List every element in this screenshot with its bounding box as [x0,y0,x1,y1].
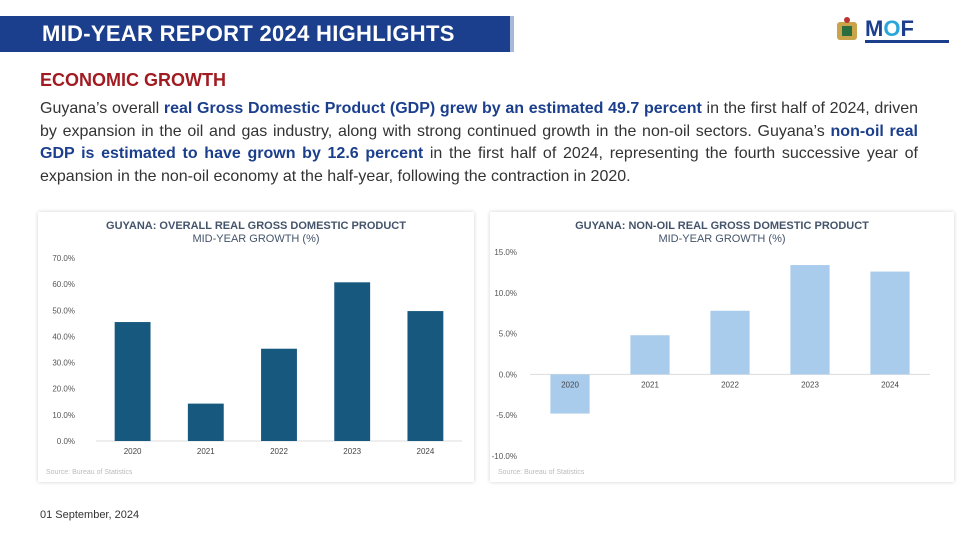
y-tick-label: -5.0% [496,411,517,420]
logo-text: MOF [865,16,914,41]
x-tick-label: 2023 [801,380,819,389]
y-tick-label: 10.0% [494,289,517,298]
y-tick-label: 5.0% [499,330,517,339]
nonoil-gdp-chart: GUYANA: NON-OIL REAL GROSS DOMESTIC PROD… [490,212,954,482]
y-tick-label: 0.0% [499,370,517,379]
x-tick-label: 2020 [561,380,579,389]
report-date: 01 September, 2024 [40,509,140,521]
bar-2020 [114,322,151,441]
chart-source: Source: Bureau of Statistics [46,469,133,476]
y-tick-label: -10.0% [492,452,517,461]
bar-2023 [334,282,371,441]
section-title: ECONOMIC GROWTH [40,70,226,90]
chart-source: Source: Bureau of Statistics [498,469,585,476]
y-tick-label: 40.0% [52,332,75,341]
bar-2023 [790,265,830,375]
y-tick-label: 50.0% [52,306,75,315]
text: in the first half of 2024, driven by exp… [40,100,918,140]
bar-2022 [710,310,750,375]
y-tick-label: 30.0% [52,359,75,368]
x-tick-label: 2022 [270,447,288,456]
header-banner: MID-YEAR REPORT 2024 HIGHLIGHTS [0,16,514,52]
overall-gdp-chart: GUYANA: OVERALL REAL GROSS DOMESTIC PROD… [38,212,474,482]
chart-svg: GUYANA: NON-OIL REAL GROSS DOMESTIC PROD… [492,220,930,476]
chart-subtitle: MID-YEAR GROWTH (%) [192,233,319,245]
report-title: MID-YEAR REPORT 2024 HIGHLIGHTS [42,21,455,46]
y-tick-label: 15.0% [494,248,517,257]
coat-of-arms-icon [837,17,857,40]
highlight-overall-gdp: real Gross Domestic Product (GDP) grew b… [163,100,702,117]
x-tick-label: 2024 [881,380,899,389]
x-tick-label: 2020 [124,447,142,456]
y-tick-label: 0.0% [57,437,75,446]
chart-title: GUYANA: OVERALL REAL GROSS DOMESTIC PROD… [106,220,406,232]
x-tick-label: 2023 [343,447,361,456]
chart-subtitle: MID-YEAR GROWTH (%) [658,233,785,245]
bar-2024 [870,271,910,375]
chart-title: GUYANA: NON-OIL REAL GROSS DOMESTIC PROD… [575,220,869,232]
mof-logo: MOF [837,16,949,43]
y-tick-label: 10.0% [52,411,75,420]
y-tick-label: 60.0% [52,280,75,289]
text: in the first half of 2024, representing … [40,145,919,185]
x-tick-label: 2022 [721,380,739,389]
x-tick-label: 2024 [417,447,435,456]
y-tick-label: 70.0% [52,254,75,263]
y-tick-label: 20.0% [52,385,75,394]
x-tick-label: 2021 [641,380,659,389]
bar-2020 [550,374,590,414]
bar-2021 [187,403,224,441]
highlight-nonoil-gdp: non-oil real GDP is estimated to have gr… [40,122,918,163]
bar-2021 [630,335,670,375]
bar-2024 [407,311,444,441]
chart-svg: GUYANA: OVERALL REAL GROSS DOMESTIC PROD… [46,220,462,476]
bar-2022 [261,348,297,441]
x-tick-label: 2021 [197,447,215,456]
summary-paragraph: Guyana’s overall real Gross Domestic Pro… [40,98,918,188]
text: Guyana’s overall [40,100,164,117]
